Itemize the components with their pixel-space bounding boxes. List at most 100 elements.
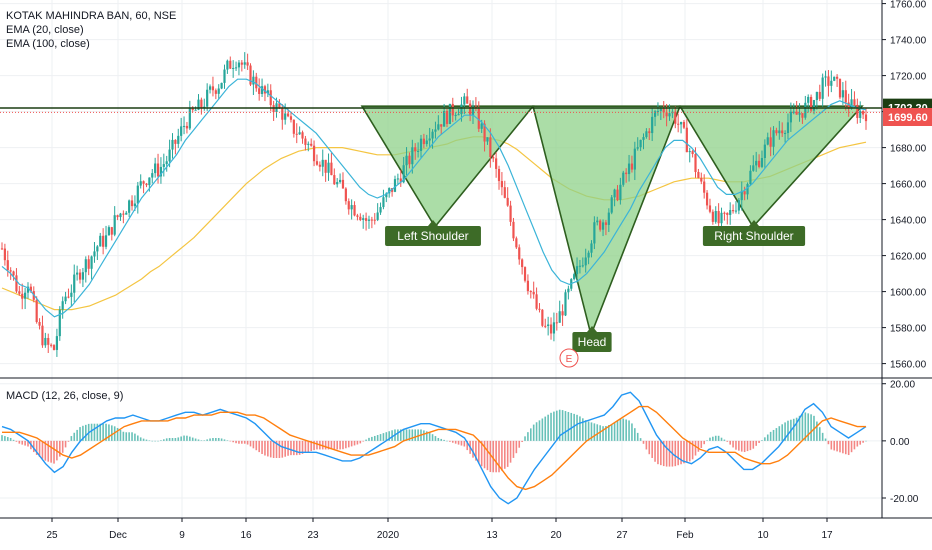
macd-hist-bar	[587, 421, 590, 441]
macd-hist-bar	[743, 440, 746, 453]
macd-hist-bar	[570, 412, 573, 441]
macd-hist-bar	[847, 440, 850, 456]
macd-hist-bar	[506, 440, 509, 467]
macd-hist-bar	[206, 439, 208, 441]
candle-body	[370, 219, 373, 221]
macd-hist-bar	[766, 434, 769, 441]
macd-hist-bar	[457, 440, 460, 445]
candle-body	[445, 111, 449, 124]
candle-body	[486, 137, 489, 142]
macd-hist-bar	[191, 437, 194, 441]
macd-hist-bar	[720, 437, 723, 441]
candle-body	[558, 311, 561, 323]
macd-hist-bar	[61, 440, 64, 453]
candle-body	[523, 267, 527, 281]
macd-hist-bar	[680, 440, 682, 465]
ema100-legend[interactable]: EMA (100, close)	[6, 38, 90, 50]
candle-body	[844, 90, 847, 103]
macd-hist-bar	[252, 440, 255, 449]
macd-hist-bar	[174, 438, 177, 441]
macd-hist-bar	[816, 421, 818, 441]
macd-hist-bar	[579, 416, 581, 441]
macd-title[interactable]: MACD (12, 26, close, 9)	[6, 390, 124, 402]
macd-hist-bar	[373, 435, 376, 441]
candle-body	[836, 76, 839, 79]
candle-body	[24, 292, 27, 299]
candle-body	[338, 179, 342, 183]
candle-body	[405, 155, 408, 166]
x-tick-label: 17	[821, 530, 833, 541]
macd-hist-bar	[93, 423, 96, 441]
candle-body	[211, 86, 215, 91]
candle-body	[318, 164, 321, 167]
candle-body	[417, 150, 420, 152]
candle-body	[763, 144, 766, 158]
candle-body	[136, 185, 139, 204]
candle-body	[336, 182, 339, 185]
macd-hist-bar	[547, 414, 549, 441]
macd-hist-bar	[859, 440, 862, 445]
macd-hist-bar	[781, 424, 784, 441]
macd-hist-bar	[310, 440, 312, 452]
macd-hist-bar	[321, 440, 324, 450]
candle-body	[38, 321, 41, 326]
macd-hist-bar	[249, 440, 252, 447]
macd-hist-bar	[128, 432, 130, 441]
macd-hist-bar	[212, 438, 214, 441]
candle-body	[731, 210, 735, 212]
candle-body	[783, 133, 787, 135]
candle-body	[333, 175, 336, 185]
macd-hist-bar	[544, 416, 547, 441]
macd-hist-bar	[399, 429, 402, 441]
candle-body	[428, 138, 431, 141]
macd-hist-bar	[466, 440, 469, 451]
left-shoulder-label-pointer	[428, 220, 438, 226]
candle-body	[350, 205, 353, 210]
macd-hist-bar	[163, 439, 165, 441]
candle-body	[547, 324, 550, 327]
candle-body	[64, 296, 67, 302]
macd-hist-bar	[856, 440, 859, 447]
candle-body	[781, 130, 784, 134]
macd-hist-bar	[677, 440, 679, 466]
y-tick-label: 1580.00	[890, 324, 927, 335]
macd-hist-bar	[665, 440, 668, 467]
macd-hist-bar	[353, 440, 356, 446]
candle-body	[755, 160, 758, 166]
macd-hist-bar	[778, 426, 781, 441]
candle-body	[162, 164, 165, 167]
neckline-layer	[0, 107, 882, 113]
candle-body	[674, 111, 677, 124]
candle-body	[616, 189, 619, 200]
candle-body	[821, 77, 824, 99]
macd-hist-bar	[521, 440, 523, 443]
earnings-marker: E	[559, 348, 579, 368]
candle-body	[104, 235, 108, 247]
candle-body	[708, 205, 712, 212]
candle-body	[145, 183, 148, 186]
symbol-title[interactable]: KOTAK MAHINDRA BAN, 60, NSE	[6, 10, 177, 22]
candle-body	[656, 110, 660, 112]
macd-hist-bar	[203, 440, 206, 441]
candle-body	[549, 324, 553, 334]
macd-hist-bar	[792, 418, 795, 441]
candle-body	[116, 215, 119, 218]
ema20-legend[interactable]: EMA (20, close)	[6, 24, 84, 36]
macd-hist-bar	[434, 436, 437, 441]
macd-hist-bar	[697, 440, 700, 452]
candle-body	[223, 69, 226, 83]
macd-hist-bar	[428, 432, 431, 441]
candle-body	[862, 110, 865, 115]
macd-hist-bar	[486, 440, 489, 471]
macd-hist-bar	[220, 438, 223, 441]
head-label: Head	[572, 326, 612, 352]
candle-body	[443, 111, 446, 127]
macd-hist-bar	[451, 440, 454, 443]
candle-body	[284, 113, 287, 120]
macd-hist-bar	[293, 440, 295, 456]
macd-hist-bar	[142, 438, 145, 441]
macd-hist-bar	[758, 440, 760, 444]
candle-body	[249, 65, 252, 85]
earnings-marker-circle	[559, 348, 579, 368]
x-tick-label: Feb	[676, 530, 694, 541]
